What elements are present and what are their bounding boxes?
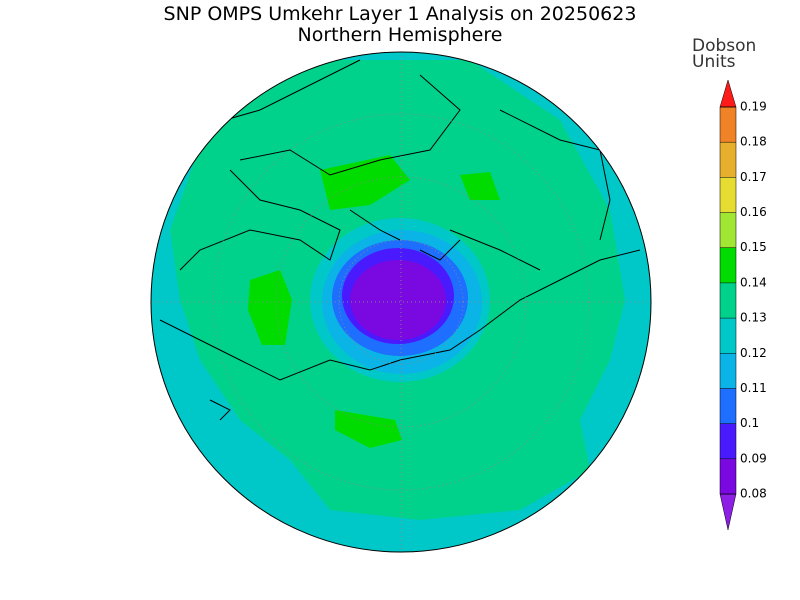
colorbar-band <box>720 247 736 283</box>
colorbar-band <box>720 318 736 354</box>
field-bright-green <box>248 270 292 345</box>
colorbar-tick-label: 0.14 <box>740 275 767 289</box>
map-border <box>150 51 652 553</box>
field-purple <box>350 260 446 340</box>
colorbar-over <box>719 79 737 108</box>
colorbar-tick-label: 0.12 <box>740 346 767 360</box>
colorbar-band <box>720 107 736 143</box>
colorbar-tick-label: 0.08 <box>740 487 767 501</box>
colorbar-tick-label: 0.11 <box>740 381 767 395</box>
colorbar-band <box>720 458 736 494</box>
colorbar-tick-label: 0.15 <box>740 240 767 254</box>
legend-label: Units <box>692 52 736 72</box>
colorbar-band <box>720 142 736 178</box>
colorbar-band <box>720 212 736 248</box>
colorbar-band <box>720 388 736 424</box>
colorbar-band <box>720 282 736 319</box>
field-bright-green <box>335 410 402 448</box>
colorbar-tick-label: 0.16 <box>740 205 767 219</box>
colorbar-tick-label: 0.18 <box>740 135 767 149</box>
colorbar-tick-label: 0.13 <box>740 311 767 325</box>
legend-label: Dobson <box>692 36 756 56</box>
colorbar-tick-label: 0.17 <box>740 170 767 184</box>
colorbar-tick-label: 0.19 <box>740 100 767 114</box>
colorbar-tick-label: 0.1 <box>740 416 759 430</box>
colorbar-band <box>720 177 736 213</box>
colorbar-under <box>719 493 737 531</box>
colorbar-tick-label: 0.09 <box>740 451 767 465</box>
field-bright-green <box>460 172 500 200</box>
colorbar-band <box>720 353 736 389</box>
graticule <box>151 52 651 552</box>
colorbar: 0.08 0.09 0.1 0.11 0.12 0.13 0.14 0.15 0.16 0.17 0… <box>719 79 767 531</box>
polar-map <box>150 51 652 553</box>
colorbar-band <box>720 423 736 459</box>
map-title: SNP OMPS Umkehr Layer 1 Analysis on 2025… <box>164 3 637 25</box>
map-subtitle: Northern Hemisphere <box>298 24 503 46</box>
